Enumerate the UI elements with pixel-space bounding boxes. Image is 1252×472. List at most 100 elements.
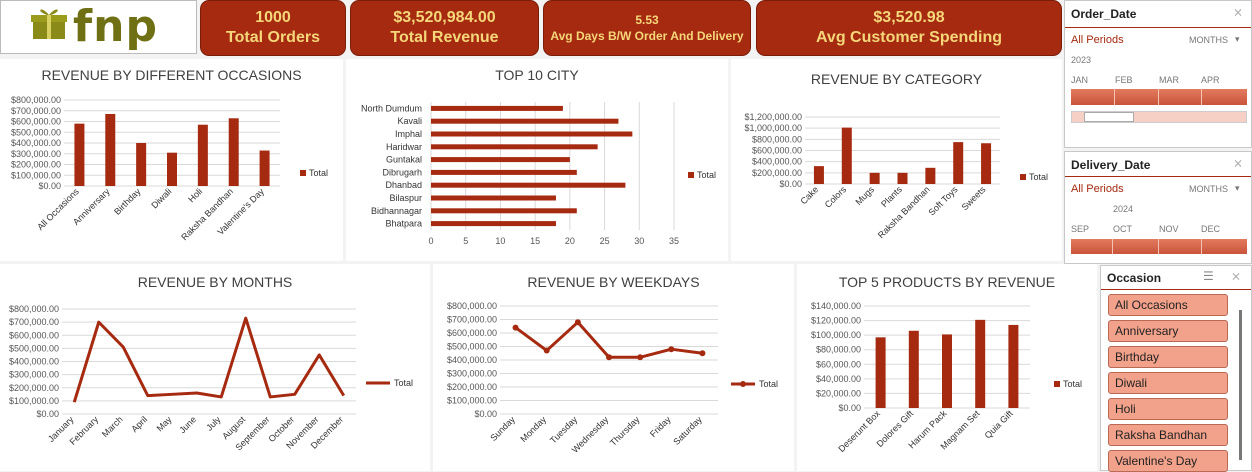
clear-filter-icon[interactable]: ⨯ [1233, 5, 1244, 19]
category-label: Quia Gift [983, 408, 1016, 441]
category-label: Haridwar [386, 142, 422, 152]
chart-title: REVENUE BY MONTHS [137, 274, 293, 290]
category-label: Soft Toys [926, 184, 959, 217]
clear-filter-icon[interactable]: ⨯ [1231, 269, 1242, 283]
chart-products-panel: TOP 5 PRODUCTS BY REVENUE $0.00 $20,000.0… [797, 264, 1097, 471]
scrollbar[interactable] [1239, 310, 1242, 460]
category-label: Mugs [853, 184, 876, 207]
clear-filter-icon[interactable]: ⨯ [1233, 156, 1244, 170]
chevron-down-icon[interactable]: ▾ [1235, 34, 1240, 44]
y-tick-label: $100,000.00 [811, 330, 861, 340]
category-label: Thursday [608, 414, 642, 448]
unit-selector[interactable]: MONTHS [1189, 35, 1228, 45]
month-label: JAN [1071, 75, 1089, 85]
divider [1065, 176, 1251, 177]
year-label: 2023 [1071, 55, 1092, 65]
kpi-label: Total Revenue [390, 29, 499, 46]
kpi-value: 1000 [255, 9, 291, 26]
y-tick-label: $200,000.00 [447, 382, 497, 392]
y-tick-label: $600,000.00 [9, 330, 59, 340]
data-point [574, 319, 581, 326]
chart-title: TOP 10 CITY [495, 67, 579, 83]
bar [875, 337, 886, 408]
y-tick-label: $300,000.00 [447, 369, 497, 379]
unit-selector[interactable]: MONTHS [1189, 184, 1228, 194]
y-tick-label: $40,000.00 [816, 374, 861, 384]
occasion-item-birthday[interactable]: Birthday [1108, 346, 1228, 368]
slicer-title: Occasion [1107, 271, 1162, 285]
bar [105, 113, 116, 186]
category-label: Imphal [395, 129, 422, 139]
bar [431, 208, 577, 214]
bar [431, 169, 577, 175]
y-tick-label: $400,000.00 [447, 355, 497, 365]
y-tick-label: $700,000.00 [9, 317, 59, 327]
legend-label: Total [394, 378, 413, 388]
kpi-label: Avg Days B/W Order And Delivery [550, 29, 744, 43]
y-tick-label: $800,000.00 [11, 95, 61, 105]
month-label: NOV [1159, 224, 1179, 234]
legend-swatch [1020, 174, 1026, 180]
legend-swatch [1054, 381, 1060, 387]
occasion-item-all[interactable]: All Occasions [1108, 294, 1228, 316]
series-line [72, 316, 346, 403]
y-tick-label: $800,000.00 [447, 301, 497, 311]
multi-select-icon[interactable]: ☰ [1203, 269, 1214, 283]
kpi-value: $3,520.98 [873, 9, 945, 26]
kpi-total-revenue: $3,520,984.00 Total Revenue [350, 0, 539, 56]
data-point [668, 346, 675, 353]
bar [431, 221, 556, 227]
delivery-date-slicer[interactable]: Delivery_Date ⨯ All Periods MONTHS ▾ 202… [1064, 151, 1252, 264]
legend-label: Total [1029, 172, 1048, 182]
bar [897, 172, 908, 184]
category-label: All Occasions [35, 186, 81, 232]
y-tick-label: $0.00 [474, 409, 497, 419]
month-label: OCT [1113, 224, 1132, 234]
occasion-slicer[interactable]: Occasion ☰ ⨯ All Occasions Anniversary B… [1100, 265, 1252, 472]
kpi-value: 5.53 [635, 13, 659, 27]
occasion-item-raksha-bandhan[interactable]: Raksha Bandhan [1108, 424, 1228, 446]
timeline-bar[interactable] [1071, 89, 1247, 105]
order-date-slicer[interactable]: Order_Date ⨯ All Periods MONTHS ▾ 2023 J… [1064, 0, 1252, 148]
chevron-down-icon[interactable]: ▾ [1235, 183, 1240, 193]
y-tick-label: $1,000,000.00 [744, 123, 802, 133]
category-label: Friday [648, 414, 673, 439]
period-label[interactable]: All Periods [1071, 183, 1124, 195]
bar [431, 182, 626, 188]
y-tick-label: $600,000.00 [447, 328, 497, 338]
occasion-item-holi[interactable]: Holi [1108, 398, 1228, 420]
category-label: Sweets [960, 184, 988, 212]
data-point [543, 347, 550, 354]
bar [431, 118, 619, 124]
category-label: Deserunt Box [836, 408, 882, 454]
occasion-item-diwali[interactable]: Diwali [1108, 372, 1228, 394]
kpi-avg-days: 5.53 Avg Days B/W Order And Delivery [543, 0, 751, 56]
weekdays-chart: $0.00 $100,000.00 $200,000.00 $300,000.00 $4… [447, 301, 778, 455]
timeline-bar[interactable] [1071, 239, 1247, 254]
category-label: June [177, 414, 198, 435]
y-tick-label: $100,000.00 [11, 170, 61, 180]
y-tick-label: $1,200,000.00 [744, 112, 802, 122]
gift-icon [31, 9, 67, 39]
category-label: May [155, 414, 174, 433]
timeline-scrollbar[interactable] [1071, 111, 1247, 123]
year-label: 2024 [1113, 204, 1134, 214]
data-point [699, 350, 706, 357]
occasion-item-anniversary[interactable]: Anniversary [1108, 320, 1228, 342]
period-label[interactable]: All Periods [1071, 34, 1124, 46]
data-point [512, 324, 519, 331]
chart-title: REVENUE BY CATEGORY [810, 71, 983, 87]
y-tick-label: $500,000.00 [447, 342, 497, 352]
category-label: Bidhannagar [371, 206, 422, 216]
legend-label: Total [759, 379, 778, 389]
scroll-thumb[interactable] [1084, 112, 1134, 122]
y-tick-label: $0.00 [838, 403, 861, 413]
chart-weekdays-panel: REVENUE BY WEEKDAYS $0.00 $100,000.00 $200… [433, 264, 794, 471]
occasion-item-valentines-day[interactable]: Valentine's Day [1108, 450, 1228, 472]
y-tick-label: $800,000.00 [752, 134, 802, 144]
kpi-value: $3,520,984.00 [393, 9, 496, 26]
y-tick-label: $600,000.00 [752, 146, 802, 156]
bar [431, 105, 563, 111]
chart-category-panel: REVENUE BY CATEGORY $0.00 $200,000.00 $400… [731, 59, 1062, 261]
category-label: Kavali [397, 116, 422, 126]
